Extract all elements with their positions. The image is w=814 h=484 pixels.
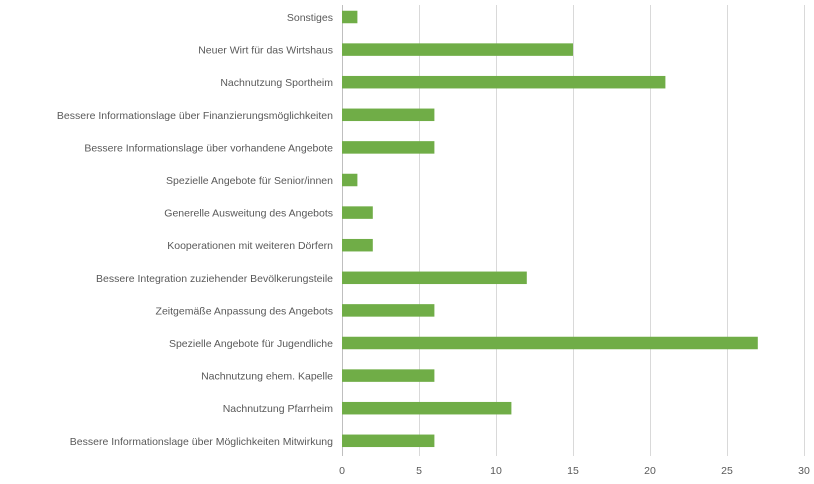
bar — [342, 141, 435, 154]
x-tick-label: 25 — [721, 465, 733, 477]
category-label: Spezielle Angebote für Senior/innen — [166, 175, 333, 187]
bar — [342, 369, 435, 382]
grid-lines — [342, 5, 805, 456]
bar — [342, 10, 358, 24]
category-label: Nachnutzung Sportheim — [220, 77, 333, 89]
x-tick-label: 5 — [416, 465, 422, 477]
category-label: Nachnutzung Pfarrheim — [223, 403, 334, 415]
x-tick-label: 30 — [798, 465, 810, 477]
bar — [342, 108, 435, 122]
category-label: Kooperationen mit weiteren Dörfern — [167, 240, 333, 252]
bars — [342, 10, 758, 448]
x-tick-label: 10 — [490, 465, 502, 477]
bar — [342, 206, 373, 219]
category-label: Generelle Ausweitung des Angebots — [164, 208, 333, 220]
category-label: Bessere Informationslage über Finanzieru… — [57, 110, 333, 122]
category-label: Nachnutzung ehem. Kapelle — [201, 371, 333, 383]
x-axis-tick-labels: 0 5 10 15 20 25 30 — [339, 465, 810, 477]
category-label: Bessere Informationslage über vorhandene… — [84, 142, 333, 154]
bar — [342, 271, 527, 285]
category-label: Bessere Integration zuziehender Bevölker… — [96, 273, 333, 285]
x-tick-label: 20 — [644, 465, 656, 477]
category-label: Bessere Informationslage über Möglichkei… — [70, 436, 333, 448]
category-label: Sonstiges — [287, 12, 333, 24]
x-tick-label: 0 — [339, 465, 345, 477]
bar — [342, 43, 573, 56]
x-tick-label: 15 — [567, 465, 579, 477]
bar — [342, 401, 512, 415]
bar — [342, 238, 373, 252]
category-label: Zeitgemäße Anpassung des Angebots — [156, 305, 333, 317]
bar — [342, 304, 435, 317]
category-label: Neuer Wirt für das Wirtshaus — [198, 45, 333, 57]
bar — [342, 75, 666, 89]
bar — [342, 434, 435, 448]
bar — [342, 336, 758, 350]
bar — [342, 173, 358, 187]
category-label: Spezielle Angebote für Jugendliche — [169, 338, 333, 350]
category-labels: Sonstiges Neuer Wirt für das Wirtshaus Nac… — [57, 12, 333, 448]
